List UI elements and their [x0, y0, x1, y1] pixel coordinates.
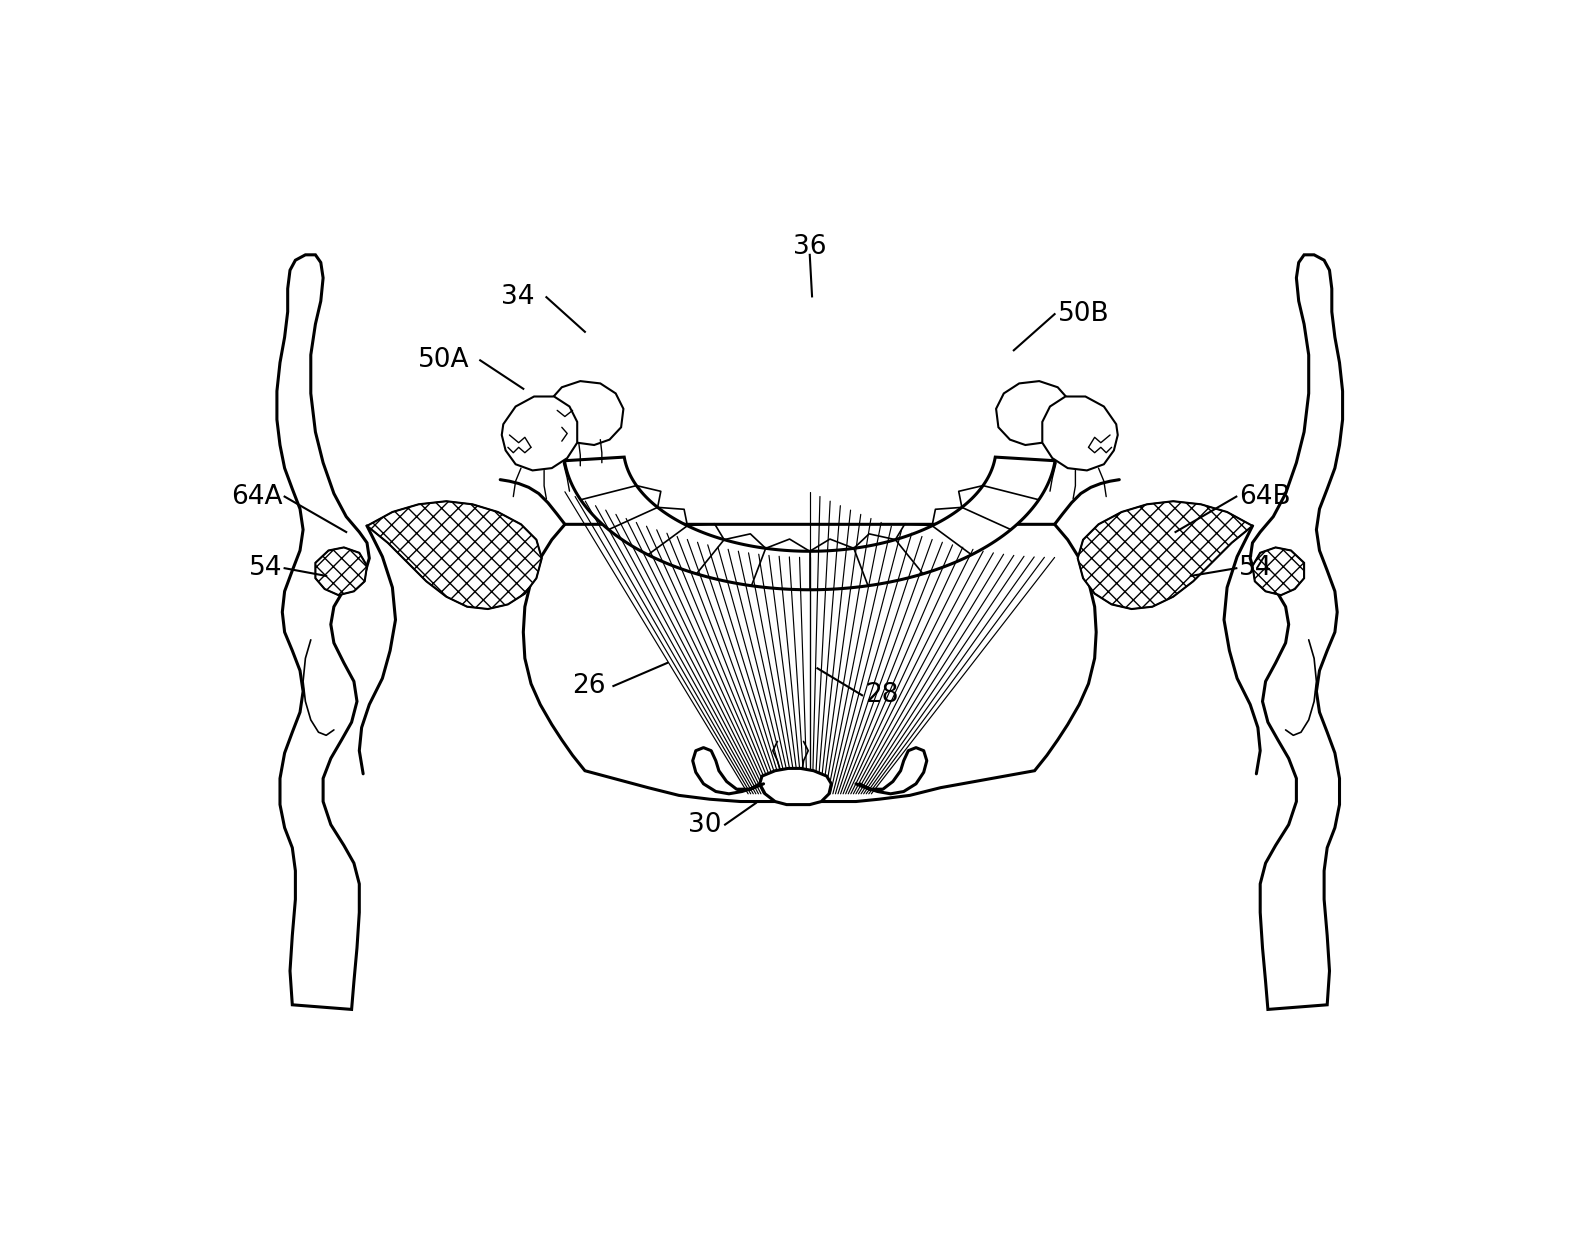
Polygon shape: [316, 547, 367, 595]
Polygon shape: [367, 501, 542, 609]
Polygon shape: [276, 255, 370, 1009]
Polygon shape: [564, 457, 1055, 589]
Text: 36: 36: [793, 234, 826, 260]
Text: 64B: 64B: [1239, 484, 1291, 510]
Polygon shape: [550, 381, 624, 444]
Text: 28: 28: [866, 682, 899, 708]
Text: 54: 54: [248, 555, 283, 581]
Text: 50B: 50B: [1057, 301, 1109, 327]
Text: 64A: 64A: [231, 484, 283, 510]
Text: 34: 34: [501, 285, 534, 311]
Polygon shape: [523, 525, 1097, 801]
Polygon shape: [1253, 547, 1304, 595]
Polygon shape: [1043, 396, 1117, 470]
Text: 50A: 50A: [417, 348, 469, 374]
Polygon shape: [760, 769, 831, 805]
Polygon shape: [1250, 255, 1343, 1009]
Polygon shape: [502, 396, 577, 470]
Text: 54: 54: [1239, 555, 1273, 581]
Text: 30: 30: [687, 812, 720, 838]
Polygon shape: [995, 381, 1070, 444]
Polygon shape: [1078, 501, 1253, 609]
Text: 26: 26: [572, 673, 605, 699]
